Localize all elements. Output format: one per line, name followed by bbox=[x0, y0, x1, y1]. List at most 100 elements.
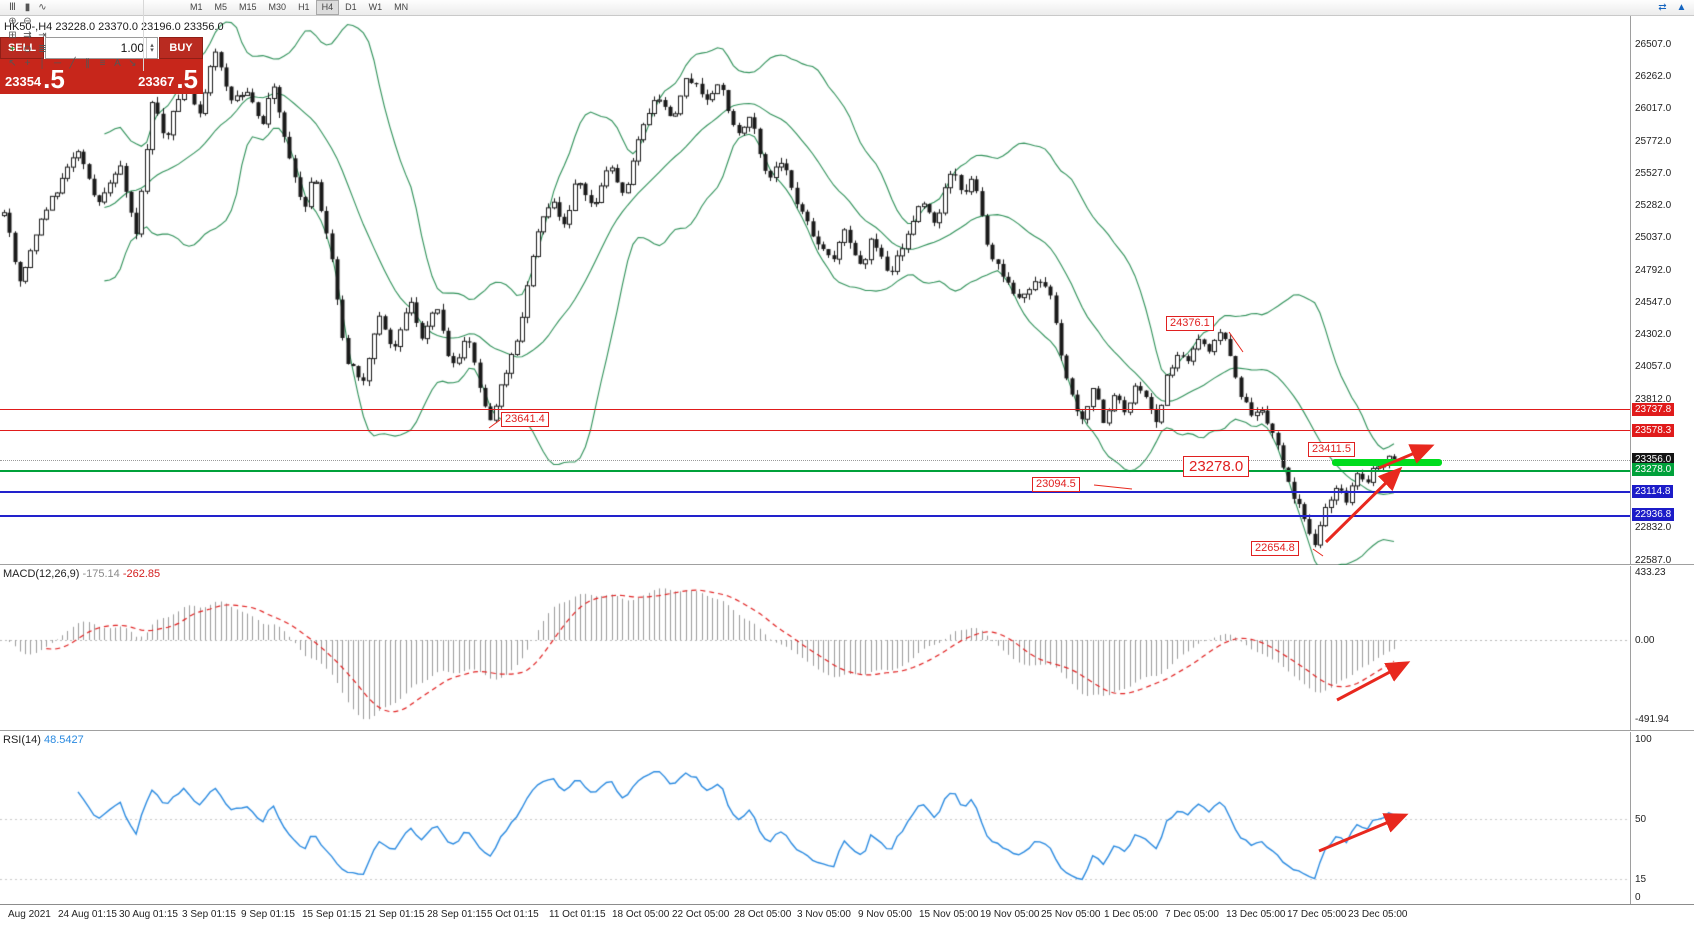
arrows-icon[interactable]: ↘ bbox=[128, 57, 137, 69]
time-label: 3 Sep 01:15 bbox=[182, 909, 236, 920]
periods-icon[interactable]: ⊙ bbox=[23, 43, 32, 55]
quick-trade-icon[interactable]: ⇄ bbox=[1658, 1, 1667, 13]
macd-signal-value: -262.85 bbox=[122, 568, 161, 580]
zoom-in-icon[interactable]: ⊕ bbox=[8, 15, 17, 27]
horizontal-line-icon[interactable]: ─ bbox=[53, 57, 62, 69]
time-label: 15 Nov 05:00 bbox=[919, 909, 979, 920]
timeframe-mn[interactable]: MN bbox=[394, 2, 409, 12]
pivot-line-23278 bbox=[0, 469, 1630, 472]
time-label: 28 Sep 01:15 bbox=[427, 909, 487, 920]
crosshair-icon[interactable]: + bbox=[24, 57, 31, 69]
rsi-value: 48.5427 bbox=[43, 734, 84, 746]
line-chart-icon[interactable]: ∿ bbox=[38, 1, 47, 13]
price-axis[interactable]: 26507.0 26262.0 26017.0 25772.0 25527.0 25282… bbox=[1630, 16, 1694, 566]
volume-value[interactable]: 1.00 bbox=[120, 41, 144, 55]
rsi-label: RSI(14) 48.5427 bbox=[3, 734, 84, 746]
auto-trading-label: 自动交易 bbox=[21, 0, 61, 1]
one-click-trading-panel: SELL 1.00 ▴ ▾ BUY 23354.5 23367.5 bbox=[0, 37, 203, 94]
timeframe-m30[interactable]: M30 bbox=[268, 2, 287, 12]
macd-panel[interactable]: MACD(12,26,9) -175.14 -262.85 433.23 0.00… bbox=[0, 566, 1694, 731]
rsi-scale-label: 15 bbox=[1635, 874, 1647, 886]
price-label-callout: 22654.8 bbox=[1251, 541, 1299, 556]
sell-price-main: 23354 bbox=[5, 74, 42, 89]
price-badge: 23578.3 bbox=[1632, 423, 1675, 437]
text-icon[interactable]: A bbox=[114, 57, 121, 69]
price-label-callout: 23641.4 bbox=[501, 412, 549, 427]
volume-input[interactable]: 1.00 ▴ ▾ bbox=[45, 37, 158, 59]
fibonacci-icon[interactable]: ≡ bbox=[99, 57, 106, 69]
auto-scroll-icon[interactable]: ⇉ bbox=[23, 29, 32, 41]
rsi-scale-label: 0 bbox=[1635, 892, 1641, 903]
time-label: 25 Nov 05:00 bbox=[1041, 909, 1101, 920]
support-line-22936 bbox=[0, 514, 1630, 517]
cursor-icon[interactable]: ↖ bbox=[8, 57, 17, 69]
price-badge: 22936.8 bbox=[1632, 508, 1675, 522]
price-label-callout: 23411.5 bbox=[1308, 442, 1355, 457]
time-label: 9 Sep 01:15 bbox=[241, 909, 295, 920]
chart-shift-icon[interactable]: ⇥ bbox=[38, 29, 47, 41]
timeframe-h1[interactable]: H1 bbox=[298, 2, 310, 12]
sell-price-big: .5 bbox=[43, 64, 65, 94]
candlestick-chart-icon[interactable]: ▮ bbox=[24, 1, 31, 13]
rsi-scale-label: 50 bbox=[1635, 813, 1647, 825]
time-label: 1 Dec 05:00 bbox=[1104, 909, 1158, 920]
collapse-toolbar-icon[interactable]: ▲ bbox=[1676, 1, 1687, 13]
time-label: 30 Aug 01:15 bbox=[119, 909, 178, 920]
buy-price-main: 23367 bbox=[138, 74, 175, 89]
bar-chart-icon[interactable]: Ⅲ bbox=[9, 1, 16, 13]
price-badge: 23737.8 bbox=[1632, 402, 1675, 416]
rsi-indicator-canvas[interactable] bbox=[0, 732, 1630, 905]
toolbar-icons: ▦▤▥新订单◆▣▧▶自动交易Ⅲ▮∿⊕⊖⊞⇉⇥+⊙≣↖+│─╱∥≡A↘ bbox=[2, 0, 144, 71]
rsi-panel[interactable]: RSI(14) 48.5427 100 50 15 0 bbox=[0, 732, 1694, 905]
price-badge: 23114.8 bbox=[1632, 484, 1674, 498]
highlight-zone-bar bbox=[1332, 459, 1442, 466]
price-tick: 24057.0 bbox=[1635, 361, 1672, 373]
timeframe-d1[interactable]: D1 bbox=[345, 2, 357, 12]
price-tick: 26017.0 bbox=[1635, 103, 1672, 115]
channel-icon[interactable]: ∥ bbox=[85, 57, 90, 69]
price-tick: 22587.0 bbox=[1635, 554, 1672, 566]
spinner-down-icon[interactable]: ▾ bbox=[150, 47, 154, 54]
tile-windows-icon[interactable]: ⊞ bbox=[8, 29, 17, 41]
macd-value: -175.14 bbox=[82, 568, 120, 580]
rsi-scale-label: 100 bbox=[1635, 734, 1652, 745]
indicators-icon[interactable]: + bbox=[9, 43, 16, 55]
macd-indicator-canvas[interactable] bbox=[0, 566, 1630, 731]
price-tick: 22832.0 bbox=[1635, 522, 1672, 534]
volume-spinner[interactable]: ▴ ▾ bbox=[146, 38, 157, 58]
macd-label: MACD(12,26,9) -175.14 -262.85 bbox=[3, 568, 160, 580]
price-badge: 23278.0 bbox=[1632, 463, 1675, 477]
zoom-out-icon[interactable]: ⊖ bbox=[23, 15, 32, 27]
templates-icon[interactable]: ≣ bbox=[38, 43, 47, 55]
buy-button[interactable]: BUY bbox=[159, 37, 203, 59]
time-label: 11 Oct 01:15 bbox=[549, 909, 606, 920]
sell-button[interactable]: SELL bbox=[0, 37, 44, 59]
macd-scale-label: 433.23 bbox=[1635, 567, 1666, 578]
spinner-up-icon[interactable]: ▴ bbox=[150, 42, 154, 49]
buy-price-big: .5 bbox=[176, 64, 198, 94]
timeframe-m5[interactable]: M5 bbox=[214, 2, 228, 12]
time-label: 7 Dec 05:00 bbox=[1165, 909, 1219, 920]
timeframe-h4[interactable]: H4 bbox=[315, 0, 340, 15]
toolbar-group: Ⅲ ▮ ∿ bbox=[2, 0, 144, 15]
macd-scale-label: -491.94 bbox=[1635, 714, 1669, 726]
current-price-line bbox=[0, 459, 1630, 461]
timeframe-m1[interactable]: M1 bbox=[190, 2, 203, 12]
macd-name: MACD(12,26,9) bbox=[3, 568, 80, 580]
time-label: 5 Oct 01:15 bbox=[487, 909, 539, 920]
timeframe-m15[interactable]: M15 bbox=[239, 2, 257, 12]
vertical-line-icon[interactable]: │ bbox=[39, 57, 46, 69]
main-chart-panel[interactable]: HK50-,H4 23228.0 23370.0 23196.0 23356.0… bbox=[0, 16, 1694, 566]
sell-price[interactable]: 23354.5 bbox=[0, 59, 102, 94]
price-tick: 26262.0 bbox=[1635, 71, 1672, 83]
time-label: 18 Oct 05:00 bbox=[612, 909, 670, 920]
toolbar-right-icons: ⇄ ▲ bbox=[1655, 1, 1692, 15]
timeframe-w1[interactable]: W1 bbox=[368, 2, 383, 12]
trendline-icon[interactable]: ╱ bbox=[69, 57, 76, 69]
buy-price[interactable]: 23367.5 bbox=[102, 59, 204, 94]
time-axis[interactable]: Aug 2021 24 Aug 01:15 30 Aug 01:15 3 Sep 01… bbox=[0, 906, 1694, 934]
trade-prices-row: 23354.5 23367.5 bbox=[0, 59, 203, 94]
price-tick: 26507.0 bbox=[1635, 38, 1672, 50]
macd-scale-label: 0.00 bbox=[1635, 635, 1655, 646]
toolbar-group: + ⊙ ≣ bbox=[2, 42, 144, 57]
